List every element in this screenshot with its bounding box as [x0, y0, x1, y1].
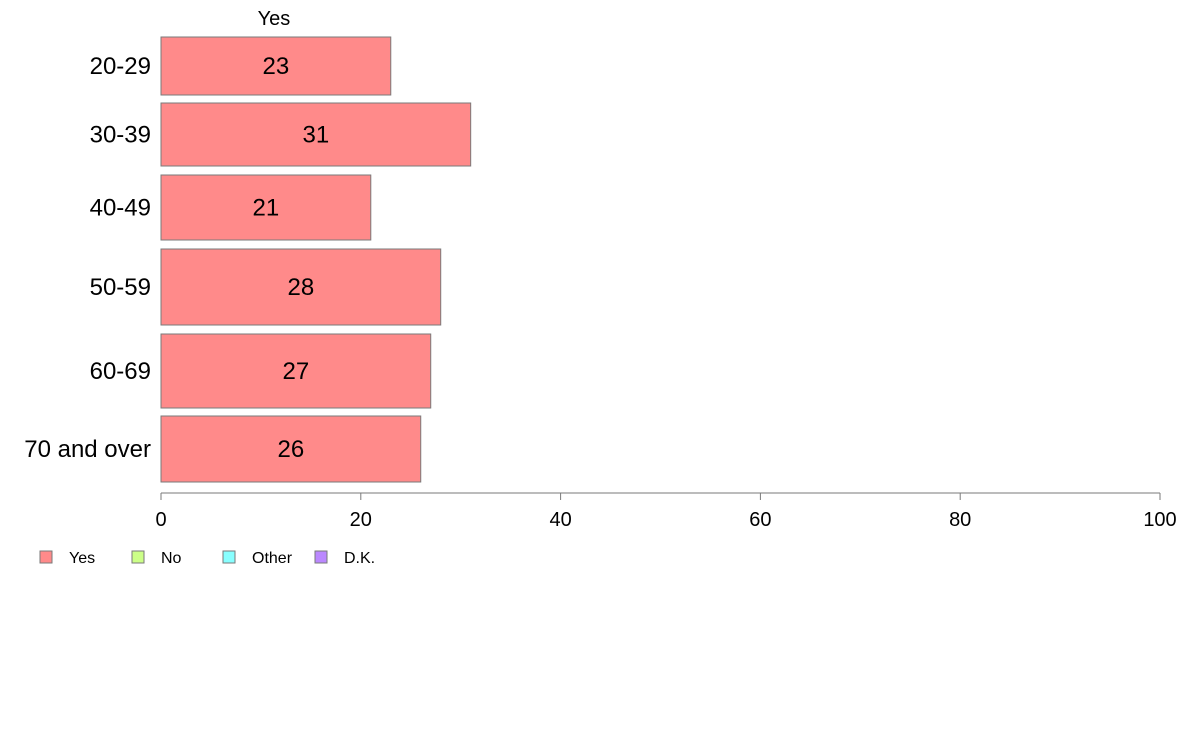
- legend-swatch: [314, 550, 328, 564]
- bar-value-label: 21: [253, 195, 280, 222]
- category-label: 30-39: [90, 122, 151, 149]
- x-tick-label: 40: [549, 509, 571, 531]
- bar-value-label: 31: [302, 122, 329, 149]
- bar: [160, 415, 422, 483]
- x-tick-label: 20: [350, 509, 372, 531]
- series-title: Yes: [258, 8, 291, 30]
- bars-group: 20-29 23 30-39 31 40-49 21 50-59 28 60-69 27 70 an…: [24, 36, 472, 483]
- legend-swatch: [39, 550, 53, 564]
- legend-label: D.K.: [344, 550, 375, 567]
- category-label: 70 and over: [24, 436, 151, 463]
- legend-label: Other: [252, 550, 293, 567]
- legend: Yes No Other D.K.: [39, 550, 375, 567]
- category-label: 60-69: [90, 358, 151, 385]
- x-tick-label: 100: [1143, 509, 1176, 531]
- legend-label: Yes: [69, 550, 95, 567]
- legend-swatch: [222, 550, 236, 564]
- legend-label: No: [161, 550, 182, 567]
- x-tick-label: 0: [155, 509, 166, 531]
- x-axis: 0 20 40 60 80 100: [155, 492, 1177, 531]
- x-tick-label: 80: [949, 509, 971, 531]
- bar-value-label: 27: [283, 358, 310, 385]
- category-label: 50-59: [90, 274, 151, 301]
- x-tick-label: 60: [749, 509, 771, 531]
- bar-value-label: 26: [278, 436, 305, 463]
- bar: [160, 174, 372, 241]
- bar: [160, 248, 442, 326]
- category-label: 40-49: [90, 195, 151, 222]
- bar: [160, 333, 432, 409]
- bar-value-label: 23: [263, 53, 290, 80]
- bar-value-label: 28: [288, 274, 315, 301]
- bar: [160, 36, 392, 96]
- category-label: 20-29: [90, 53, 151, 80]
- bar: [160, 102, 472, 167]
- legend-swatch: [131, 550, 145, 564]
